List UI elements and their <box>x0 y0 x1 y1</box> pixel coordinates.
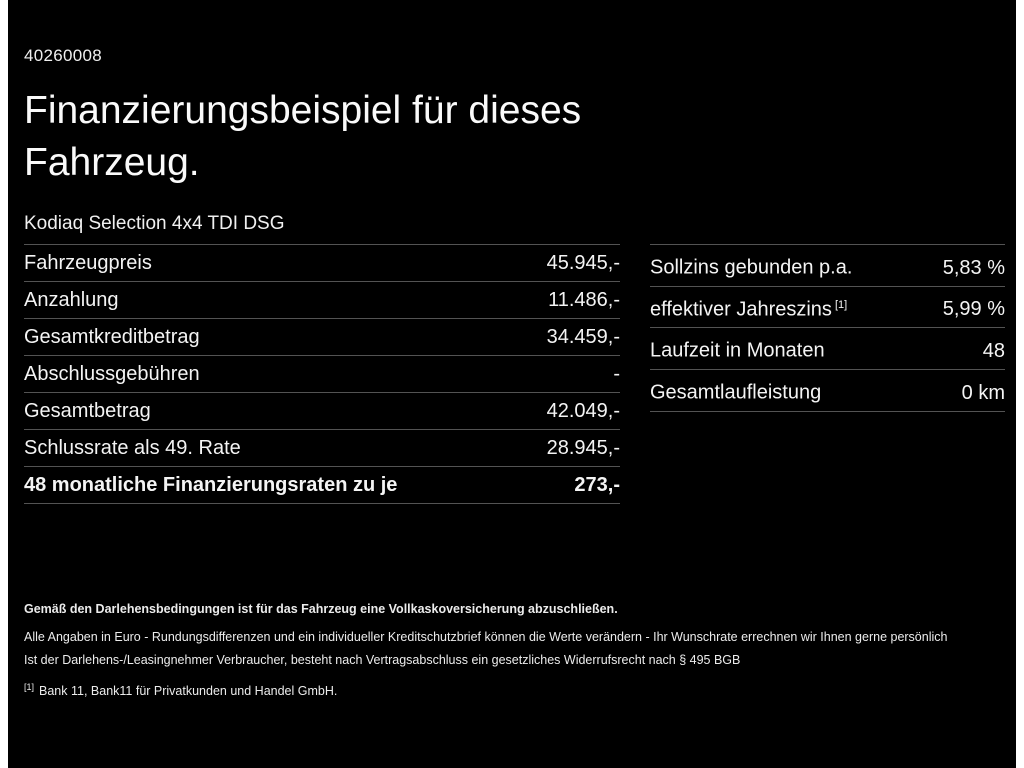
financing-slide: 40260008 Finanzierungsbeispiel für diese… <box>8 0 1016 768</box>
disclaimer-block: Gemäß den Darlehensbedingungen ist für d… <box>24 602 1005 699</box>
table-row: Schlussrate als 49. Rate 28.945,- <box>24 429 620 466</box>
row-value: 45.945,- <box>546 252 620 274</box>
document-number: 40260008 <box>24 46 103 65</box>
row-label: Gesamtbetrag <box>24 400 151 422</box>
table-row: Gesamtkreditbetrag 34.459,- <box>24 318 620 355</box>
insurance-note: Gemäß den Darlehensbedingungen ist für d… <box>24 602 618 616</box>
table-row: Laufzeit in Monaten 48 <box>650 327 1005 369</box>
slide-content: 40260008 Finanzierungsbeispiel für diese… <box>8 0 1016 699</box>
row-label: Abschlussgebühren <box>24 363 200 385</box>
withdrawal-right-note: Ist der Darlehens-/Leasingnehmer Verbrau… <box>24 653 741 667</box>
row-value: 5,99 % <box>942 298 1005 321</box>
row-value: - <box>613 363 620 385</box>
row-label: Fahrzeugpreis <box>24 252 152 274</box>
footnote-marker: [1] <box>24 682 35 692</box>
footnote-marker: [1] <box>834 298 848 311</box>
row-value: 11.486,- <box>548 289 620 311</box>
row-label: Schlussrate als 49. Rate <box>24 437 241 459</box>
euro-rounding-note: Alle Angaben in Euro - Rundungsdifferenz… <box>24 630 948 644</box>
row-label: Gesamtlaufleistung <box>650 381 822 404</box>
table-row-monthly-rate: 48 monatliche Finanzierungsraten zu je 2… <box>24 466 620 504</box>
table-row: Anzahlung 11.486,- <box>24 281 620 318</box>
row-label: Gesamtkreditbetrag <box>24 326 200 348</box>
table-row: Fahrzeugpreis 45.945,- <box>24 244 620 281</box>
row-value: 28.945,- <box>546 437 620 459</box>
page-title-line2: Fahrzeug. <box>24 141 200 184</box>
row-value: 42.049,- <box>546 400 620 422</box>
finance-table: Fahrzeugpreis 45.945,- Anzahlung 11.486,… <box>24 244 620 504</box>
row-value: 0 km <box>961 381 1005 404</box>
row-value: 34.459,- <box>546 326 620 348</box>
bank-footnote-text: Bank 11, Bank11 für Privatkunden und Han… <box>39 684 338 699</box>
table-row: Sollzins gebunden p.a. 5,83 % <box>650 244 1005 286</box>
table-row: Gesamtlaufleistung 0 km <box>650 368 1005 412</box>
bank-footnote: [1] Bank 11, Bank11 für Privatkunden und … <box>24 680 1005 699</box>
row-label: Anzahlung <box>24 289 119 311</box>
row-value: 273,- <box>574 474 620 496</box>
page-title: Finanzierungsbeispiel für dieses Fahrzeug… <box>24 85 1005 189</box>
table-row: Gesamtbetrag 42.049,- <box>24 392 620 429</box>
tables-area: Fahrzeugpreis 45.945,- Anzahlung 11.486,… <box>24 244 1005 504</box>
conditions-table: Sollzins gebunden p.a. 5,83 % effektiver… <box>650 244 1005 412</box>
page-title-line1: Finanzierungsbeispiel für dieses <box>24 89 582 132</box>
row-label: Sollzins gebunden p.a. <box>650 256 853 279</box>
table-row: effektiver Jahreszins [1] 5,99 % <box>650 285 1005 328</box>
row-label: 48 monatliche Finanzierungsraten zu je <box>24 474 398 496</box>
row-value: 5,83 % <box>942 256 1005 279</box>
vehicle-name: Kodiaq Selection 4x4 TDI DSG <box>24 213 285 234</box>
row-value: 48 <box>982 339 1005 362</box>
row-label: effektiver Jahreszins [1] <box>650 298 848 321</box>
row-label: Laufzeit in Monaten <box>650 339 825 362</box>
table-row: Abschlussgebühren - <box>24 355 620 392</box>
